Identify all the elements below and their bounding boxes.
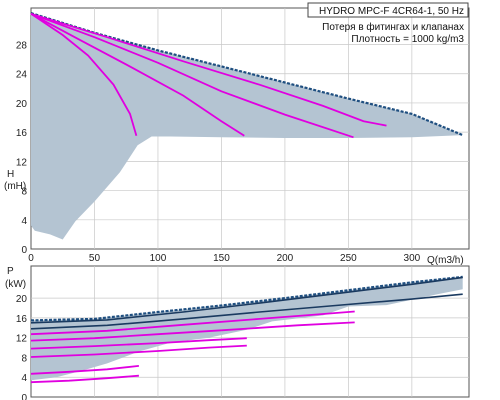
head-axis-label-bottom: (mH) — [4, 181, 26, 192]
head-series-3-curve — [30, 13, 245, 137]
power-y-tick-label: 8 — [21, 353, 27, 364]
power-y-tick-label: 20 — [16, 294, 28, 305]
head-y-tick-label: 24 — [16, 70, 28, 81]
head-chart: 0 4 8 12 16 20 24 28 0 50 100 150 200 250 300 — [16, 7, 470, 264]
power-y-tick-label: 12 — [16, 334, 28, 345]
power-series-6-curve — [30, 344, 247, 358]
info-density-note: Плотность = 1000 kg/m3 — [351, 34, 464, 45]
head-y-tick-label: 0 — [21, 245, 27, 256]
power-series-2-curve — [30, 293, 463, 330]
power-series-5-curve — [30, 337, 247, 350]
power-axis-label-top: P — [7, 266, 14, 277]
head-axis-label-top: H — [7, 169, 14, 180]
power-y-tick-label: 4 — [21, 373, 27, 384]
power-series-3-curve — [30, 310, 355, 336]
info-fittings-note: Потеря в фитингах и клапанах — [322, 21, 464, 33]
power-y-tick-label: 0 — [21, 393, 27, 400]
head-y-tick-label: 16 — [16, 128, 28, 139]
head-series-4-curve — [30, 13, 138, 137]
power-series-8-curve — [30, 374, 139, 384]
power-axis-label-bottom: (kW) — [5, 279, 26, 290]
head-x-tick-label: 100 — [150, 253, 167, 264]
head-y-tick-label: 8 — [21, 187, 27, 198]
head-series-1-curve — [30, 12, 387, 127]
head-y-tick-label: 28 — [16, 41, 28, 52]
head-y-tick-label: 4 — [21, 216, 27, 227]
info-title-box — [307, 2, 469, 18]
power-series-4-curve — [30, 321, 355, 342]
head-x-tick-label: 300 — [404, 253, 421, 264]
head-y-tick-label: 20 — [16, 99, 28, 110]
head-y-tick-label: 12 — [16, 157, 28, 168]
head-x-tick-label: 200 — [277, 253, 294, 264]
head-series-2-curve — [30, 12, 354, 139]
head-operating-band — [31, 13, 463, 240]
power-envelope-curve — [30, 275, 463, 322]
head-x-tick-label: 250 — [340, 253, 357, 264]
flow-axis-label: Q(m3/h) — [427, 255, 464, 266]
info-box: HYDRO MPC-F 4CR64-1, 50 Hz Потеря в фити… — [307, 2, 469, 45]
head-x-tick-label: 0 — [28, 253, 34, 264]
power-series-7-curve — [30, 365, 139, 375]
head-x-tick-label: 50 — [89, 253, 101, 264]
power-chart: 0 4 8 12 16 20 — [16, 265, 470, 400]
power-y-tick-label: 16 — [16, 314, 28, 325]
power-series-1-curve — [30, 276, 463, 324]
info-title: HYDRO MPC-F 4CR64-1, 50 Hz — [319, 6, 464, 17]
head-x-tick-label: 150 — [213, 253, 230, 264]
